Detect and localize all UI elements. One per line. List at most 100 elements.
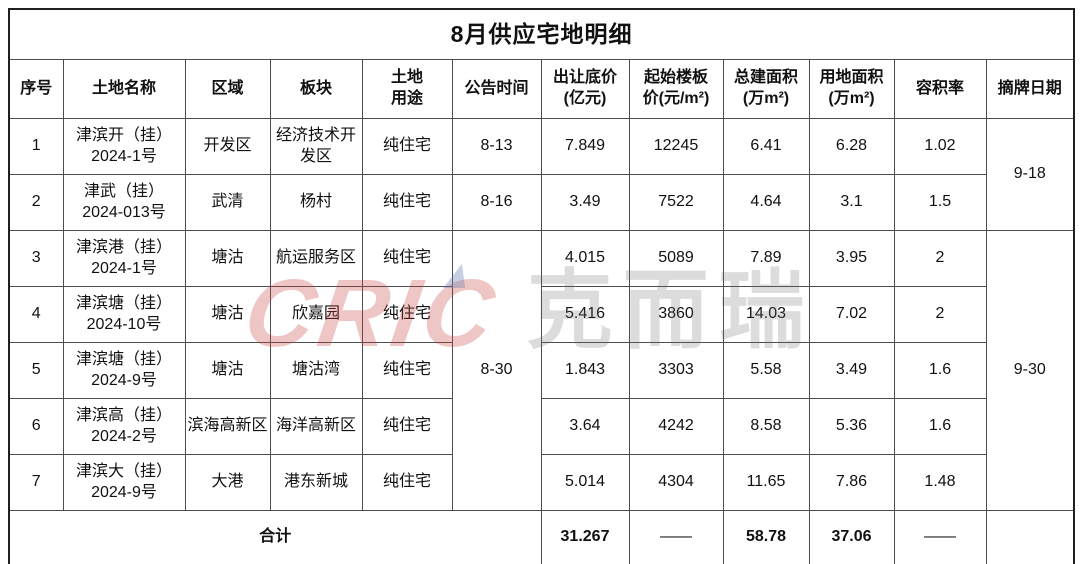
- cell-no: 7: [8, 454, 64, 511]
- table-row: 1 津滨开（挂） 2024-1号 开发区 经济技术开 发区 纯住宅 8-13 7…: [8, 118, 1075, 231]
- cell-total-area: 4.64: [722, 174, 810, 231]
- cell-announce-merged-3-7: 8-30: [451, 230, 542, 511]
- cell-floor-price: 3303: [628, 342, 724, 399]
- cell-total-area: 8.58: [722, 398, 810, 455]
- cell-land-area: 6.28: [808, 118, 895, 175]
- table-row: 6 津滨高（挂） 2024-2号 滨海高新区 海洋高新区 纯住宅 3.64 42…: [8, 398, 1074, 455]
- cell-floor-price: 4242: [628, 398, 724, 455]
- cell-use: 纯住宅: [361, 118, 453, 175]
- cell-block: 杨村: [269, 174, 363, 231]
- col-header-total-area: 总建面积 (万m²): [722, 59, 810, 119]
- cell-use: 纯住宅: [361, 454, 453, 511]
- table-row: 2 津武（挂） 2024-013号 武清 杨村 纯住宅 8-16 3.49 75…: [8, 174, 1074, 231]
- cell-no: 1: [8, 118, 64, 175]
- cell-block: 港东新城: [269, 454, 363, 511]
- cell-block: 欣嘉园: [269, 286, 363, 343]
- cell-region: 塘沽: [184, 286, 271, 343]
- cell-base-price: 1.843: [540, 342, 630, 399]
- cell-base-price: 5.014: [540, 454, 630, 511]
- cell-no: 6: [8, 398, 64, 455]
- cell-region: 武清: [184, 174, 271, 231]
- cell-land-area: 3.95: [808, 230, 895, 287]
- total-delist-date: [985, 510, 1075, 564]
- cell-use: 纯住宅: [361, 286, 453, 343]
- cell-plot-ratio: 1.5: [893, 174, 987, 231]
- cell-plot-ratio: 1.02: [893, 118, 987, 175]
- cell-floor-price: 7522: [628, 174, 724, 231]
- cell-name: 津滨开（挂） 2024-1号: [62, 118, 186, 175]
- cell-announce: 8-16: [451, 174, 542, 231]
- cell-base-price: 3.64: [540, 398, 630, 455]
- page-title: 8月供应宅地明细: [8, 8, 1075, 60]
- cell-delist-merged-1-2: 9-18: [985, 118, 1075, 231]
- col-header-block: 板块: [269, 59, 363, 119]
- col-header-name: 土地名称: [62, 59, 186, 119]
- col-header-announce: 公告时间: [451, 59, 542, 119]
- cell-name: 津武（挂） 2024-013号: [62, 174, 186, 231]
- cell-plot-ratio: 2: [893, 286, 987, 343]
- cell-name: 津滨塘（挂） 2024-9号: [62, 342, 186, 399]
- cell-use: 纯住宅: [361, 342, 453, 399]
- cell-name: 津滨高（挂） 2024-2号: [62, 398, 186, 455]
- cell-use: 纯住宅: [361, 398, 453, 455]
- cell-region: 塘沽: [184, 342, 271, 399]
- table-header-row: 序号 土地名称 区域 板块 土地 用途 公告时间 出让底价 (亿元) 起始楼板 …: [8, 59, 1075, 119]
- cell-no: 5: [8, 342, 64, 399]
- cell-name: 津滨大（挂） 2024-9号: [62, 454, 186, 511]
- col-header-land-area: 用地面积 (万m²): [808, 59, 895, 119]
- col-header-use: 土地 用途: [361, 59, 453, 119]
- cell-total-area: 7.89: [722, 230, 810, 287]
- cell-region: 大港: [184, 454, 271, 511]
- cell-base-price: 7.849: [540, 118, 630, 175]
- cell-plot-ratio: 2: [893, 230, 987, 287]
- cell-plot-ratio: 1.48: [893, 454, 987, 511]
- cell-no: 2: [8, 174, 64, 231]
- cell-total-area: 11.65: [722, 454, 810, 511]
- col-header-plot-ratio: 容积率: [893, 59, 987, 119]
- table-row: 4 津滨塘（挂） 2024-10号 塘沽 欣嘉园 纯住宅 5.416 3860 …: [8, 286, 1074, 343]
- col-header-floor-price: 起始楼板 价(元/m²): [628, 59, 724, 119]
- cell-floor-price: 4304: [628, 454, 724, 511]
- table-row: 5 津滨塘（挂） 2024-9号 塘沽 塘沽湾 纯住宅 1.843 3303 5…: [8, 342, 1074, 399]
- total-land-area: 37.06: [808, 510, 895, 564]
- cell-land-area: 3.1: [808, 174, 895, 231]
- cell-delist-merged-3-7: 9-30: [985, 230, 1075, 511]
- cell-floor-price: 12245: [628, 118, 724, 175]
- cell-base-price: 3.49: [540, 174, 630, 231]
- total-floor-price: ——: [628, 510, 724, 564]
- cell-total-area: 5.58: [722, 342, 810, 399]
- cell-base-price: 5.416: [540, 286, 630, 343]
- col-header-region: 区域: [184, 59, 271, 119]
- cell-block: 塘沽湾: [269, 342, 363, 399]
- total-plot-ratio: ——: [893, 510, 987, 564]
- cell-use: 纯住宅: [361, 174, 453, 231]
- cell-region: 塘沽: [184, 230, 271, 287]
- cell-block: 海洋高新区: [269, 398, 363, 455]
- total-label: 合计: [8, 510, 542, 564]
- total-base-price: 31.267: [540, 510, 630, 564]
- total-row: 合计 31.267 —— 58.78 37.06 ——: [8, 510, 1075, 564]
- cell-floor-price: 5089: [628, 230, 724, 287]
- col-header-delist-date: 摘牌日期: [985, 59, 1075, 119]
- cell-block: 经济技术开 发区: [269, 118, 363, 175]
- cell-land-area: 7.86: [808, 454, 895, 511]
- cell-no: 4: [8, 286, 64, 343]
- cell-region: 开发区: [184, 118, 271, 175]
- col-header-no: 序号: [8, 59, 64, 119]
- cell-total-area: 6.41: [722, 118, 810, 175]
- cell-announce: 8-13: [451, 118, 542, 175]
- supply-table: 8月供应宅地明细 序号 土地名称 区域 板块 土地 用途 公告时间 出让底价 (…: [8, 8, 1076, 564]
- cell-floor-price: 3860: [628, 286, 724, 343]
- table-row: 3 津滨港（挂） 2024-1号 塘沽 航运服务区 纯住宅 8-30 4.015…: [8, 230, 1075, 511]
- cell-name: 津滨港（挂） 2024-1号: [62, 230, 186, 287]
- cell-base-price: 4.015: [540, 230, 630, 287]
- cell-land-area: 5.36: [808, 398, 895, 455]
- cell-plot-ratio: 1.6: [893, 398, 987, 455]
- cell-name: 津滨塘（挂） 2024-10号: [62, 286, 186, 343]
- cell-land-area: 3.49: [808, 342, 895, 399]
- cell-total-area: 14.03: [722, 286, 810, 343]
- cell-no: 3: [8, 230, 64, 287]
- cell-region: 滨海高新区: [184, 398, 271, 455]
- table-row: 7 津滨大（挂） 2024-9号 大港 港东新城 纯住宅 5.014 4304 …: [8, 454, 1074, 511]
